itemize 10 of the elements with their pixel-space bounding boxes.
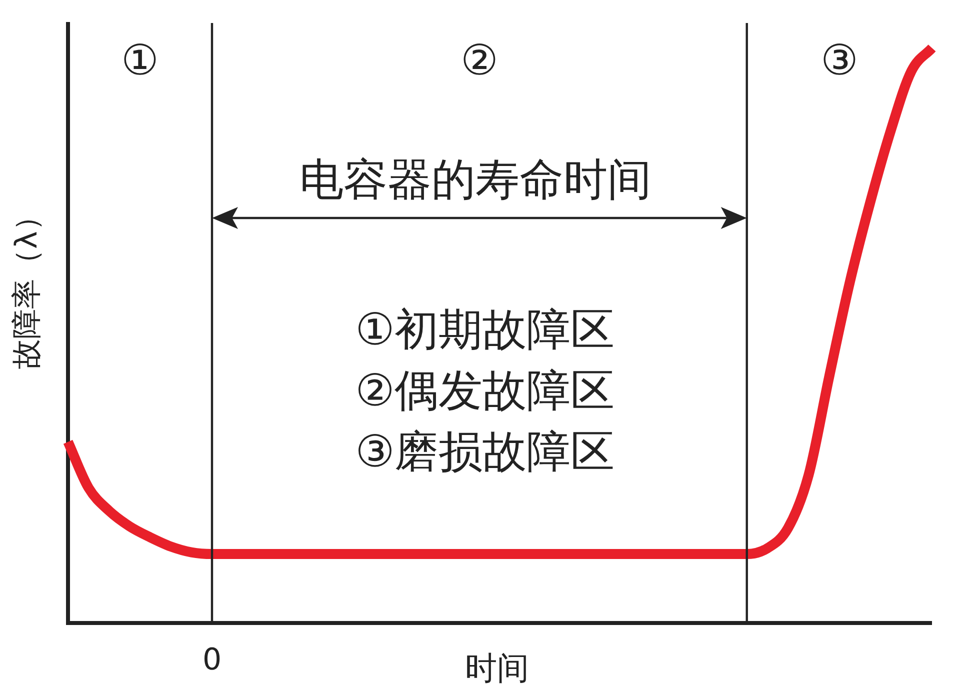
- ylabel: 故障率（λ）: [10, 201, 44, 369]
- note: ②偶发故障区: [355, 366, 615, 416]
- region-label: ③: [820, 36, 858, 84]
- region-label: ①: [121, 36, 159, 84]
- divider-label: 0: [202, 642, 222, 678]
- xlabel: 时间: [465, 649, 529, 687]
- region-label: ②: [460, 36, 498, 84]
- note: ①初期故障区: [355, 304, 615, 356]
- span-label: 电容器的寿命时间: [299, 154, 652, 206]
- note: ③磨损故障区: [355, 426, 615, 478]
